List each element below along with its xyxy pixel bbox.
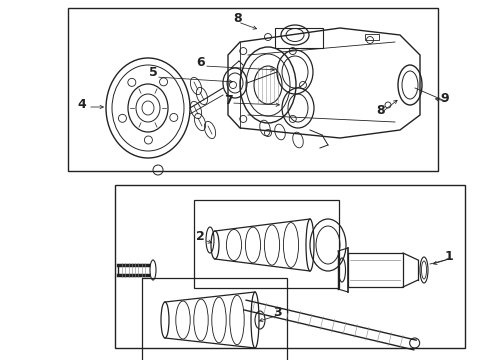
Text: 2: 2 [196,230,204,243]
Text: 9: 9 [441,91,449,104]
Text: 5: 5 [148,67,157,80]
Bar [194,200,339,288]
Bar [142,278,287,360]
Text: 8: 8 [234,12,243,24]
Text: 7: 7 [223,94,232,107]
Bar [365,34,379,40]
Text: 8: 8 [377,104,385,117]
Text: 4: 4 [77,99,86,112]
Text: 6: 6 [196,55,205,68]
Bar [348,253,403,287]
Text: 1: 1 [444,249,453,262]
Text: 3: 3 [273,306,281,319]
Bar [68,8,438,171]
Bar [275,28,323,48]
Bar [115,185,465,348]
